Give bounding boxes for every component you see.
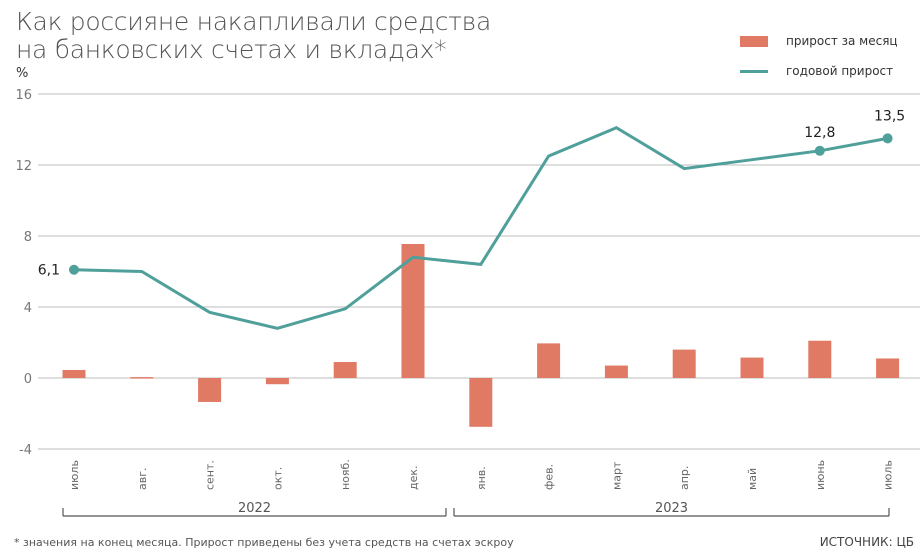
y-tick-label: 12 bbox=[15, 159, 32, 174]
bar bbox=[333, 362, 357, 378]
bar bbox=[740, 357, 764, 378]
x-tick-label: май bbox=[746, 468, 759, 490]
bar bbox=[469, 378, 493, 427]
bar bbox=[808, 340, 832, 378]
x-tick-label: янв. bbox=[475, 466, 488, 490]
y-tick-label: 16 bbox=[15, 88, 32, 103]
y-tick-label: 0 bbox=[24, 372, 32, 387]
marker-dot bbox=[814, 145, 825, 156]
y-axis-unit: % bbox=[16, 66, 29, 81]
bar bbox=[876, 358, 900, 378]
x-axis-ticks: июль авг. сент. окт. нояб. дек. янв. фев. март ап… bbox=[68, 459, 895, 490]
line-swatch-icon bbox=[740, 69, 768, 73]
legend-item-monthly: прирост за месяц bbox=[740, 26, 898, 56]
data-label: 13,5 bbox=[874, 108, 905, 124]
chart-title: Как россияне накапливали средства на бан… bbox=[16, 8, 491, 64]
annual-growth-line bbox=[73, 126, 888, 330]
x-tick-label: окт. bbox=[271, 467, 284, 490]
y-tick-label: -4 bbox=[19, 443, 32, 458]
x-tick-label: нояб. bbox=[339, 459, 352, 490]
data-labels: 6,1 12,8 13,5 bbox=[38, 108, 905, 278]
x-tick-label: сент. bbox=[204, 460, 217, 490]
x-tick-label: март bbox=[610, 461, 623, 490]
data-label: 6,1 bbox=[38, 263, 60, 279]
chart-title-line1: Как россияне накапливали средства bbox=[16, 7, 491, 36]
x-tick-label: апр. bbox=[678, 466, 691, 490]
bar bbox=[672, 349, 696, 378]
y-tick-label: 8 bbox=[24, 230, 32, 245]
x-tick-label: июнь bbox=[814, 460, 827, 490]
x-tick-label: фев. bbox=[543, 464, 556, 490]
bar bbox=[130, 377, 154, 379]
bar bbox=[198, 378, 222, 402]
bar bbox=[604, 365, 628, 378]
year-brackets: 2022 2023 bbox=[62, 501, 890, 517]
year-label: 2022 bbox=[238, 501, 271, 516]
x-tick-label: июль bbox=[68, 460, 81, 490]
footnote: * значения на конец месяца. Прирост прив… bbox=[14, 536, 514, 549]
x-tick-label: авг. bbox=[136, 468, 149, 491]
x-tick-label: дек. bbox=[407, 465, 420, 490]
bar-series bbox=[62, 243, 900, 427]
legend-label-monthly: прирост за месяц bbox=[786, 34, 898, 48]
line-series bbox=[73, 126, 888, 330]
legend-label-annual: годовой прирост bbox=[786, 64, 894, 78]
legend-item-annual: годовой прирост bbox=[740, 56, 898, 86]
bar bbox=[401, 243, 425, 378]
y-tick-label: 4 bbox=[24, 301, 32, 316]
bar bbox=[62, 370, 86, 378]
data-label: 12,8 bbox=[804, 125, 835, 141]
x-tick-label: июль bbox=[882, 460, 895, 490]
marker-dot bbox=[69, 264, 79, 275]
year-label: 2023 bbox=[655, 501, 688, 516]
source-label: ИСТОЧНИК: ЦБ bbox=[819, 535, 914, 549]
y-axis-ticks: -4 0 4 8 12 16 bbox=[15, 88, 32, 458]
marker-dot bbox=[882, 133, 893, 144]
legend: прирост за месяц годовой прирост bbox=[740, 26, 898, 86]
chart-title-line2: на банковских счетах и вкладах* bbox=[16, 35, 447, 64]
bar bbox=[265, 378, 289, 385]
bar bbox=[537, 343, 561, 378]
bar-swatch-icon bbox=[740, 35, 768, 47]
